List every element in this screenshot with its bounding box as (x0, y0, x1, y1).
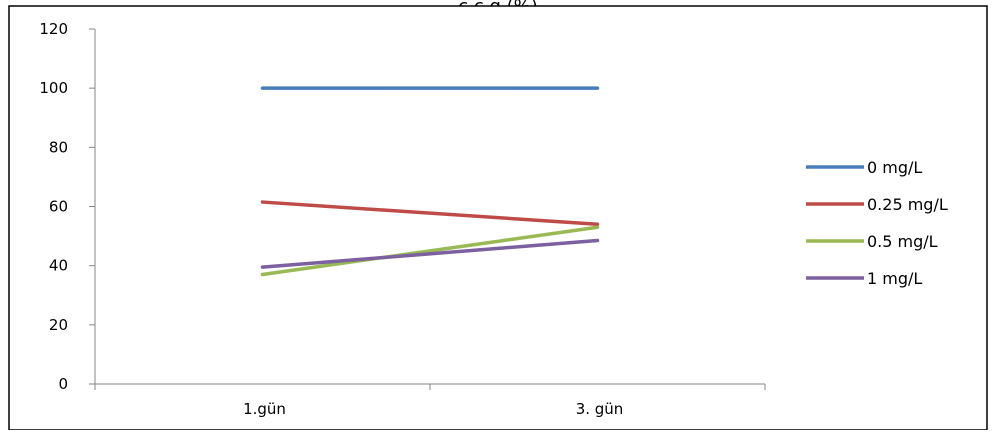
series-lines (260, 86, 600, 277)
x-tick-label: 1.gün (243, 400, 286, 418)
y-tick-label: 80 (49, 138, 68, 156)
legend-label: 0.5 mg/L (867, 232, 938, 251)
y-tick-label: 20 (49, 316, 68, 334)
y-tick-label: 0 (58, 375, 68, 393)
y-tick-label: 40 (49, 257, 68, 275)
legend-label: 1 mg/L (867, 269, 922, 288)
x-tick-labels: 1.gün 3. gün (243, 400, 623, 418)
y-tick-label: 100 (39, 79, 68, 97)
legend-label: 0.25 mg/L (867, 195, 948, 214)
y-tick-label: 60 (49, 198, 68, 216)
series-line (260, 200, 600, 226)
y-tick-label: 120 (39, 20, 68, 38)
legend: 0 mg/L 0.25 mg/L 0.5 mg/L 1 mg/L (806, 158, 948, 288)
x-tick-label: 3. gün (576, 400, 624, 418)
series-line (260, 238, 600, 269)
axes (89, 28, 766, 390)
legend-label: 0 mg/L (867, 158, 922, 177)
chart-title-fragment: ç ç g (%) (458, 0, 538, 17)
y-tick-labels: 0 20 40 60 80 100 120 (39, 20, 68, 393)
series-line (260, 225, 600, 277)
